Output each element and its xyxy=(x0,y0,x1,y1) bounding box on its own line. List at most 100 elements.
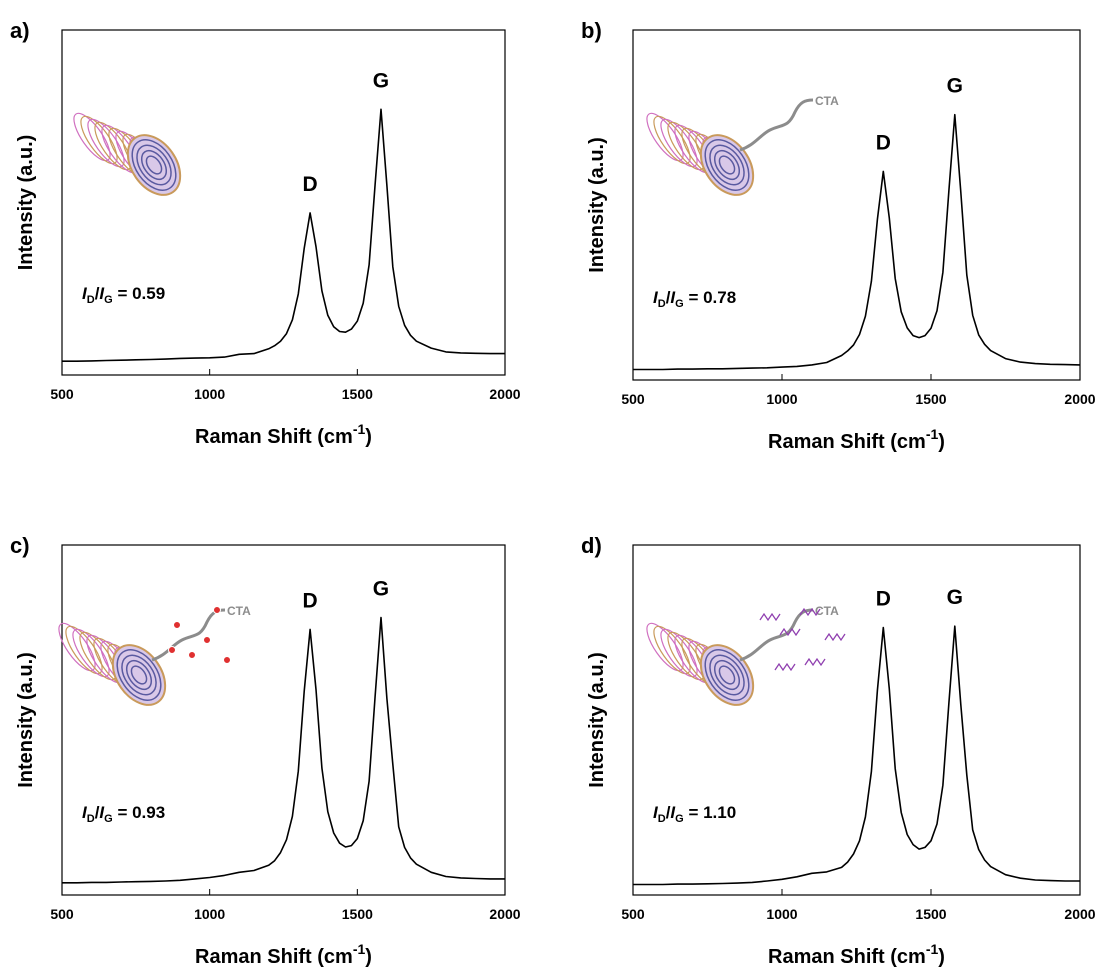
ratio-part: I xyxy=(670,288,676,307)
ratio-part: / xyxy=(95,803,100,822)
bead xyxy=(223,656,231,664)
spectrum-line xyxy=(62,616,505,884)
ratio-label: ID/IG = 0.59 xyxy=(82,284,165,306)
side-chain xyxy=(774,662,796,672)
x-axis-label: Raman Shift (cm-1) xyxy=(195,941,372,968)
tube-inner xyxy=(130,665,148,685)
plot-frame xyxy=(61,544,506,896)
bead xyxy=(203,636,211,644)
tube-inner xyxy=(709,654,745,696)
tube-inner xyxy=(116,649,162,701)
inset-label: CTA xyxy=(815,94,839,108)
x-tick-label: 500 xyxy=(621,906,645,922)
panel: d)Intensity (a.u.)Raman Shift (cm-1)ID/I… xyxy=(581,533,1096,968)
x-tick-label: 1000 xyxy=(194,906,225,922)
bead xyxy=(168,646,176,654)
x-tick-label: 2000 xyxy=(489,906,520,922)
ratio-part: D xyxy=(658,298,666,310)
side-chain xyxy=(759,612,781,622)
inset-label: CTA xyxy=(815,604,839,618)
panel-label: b) xyxy=(581,18,602,43)
x-tick-label: 2000 xyxy=(489,386,520,402)
tube-inner xyxy=(713,659,741,691)
x-axis-label: Raman Shift (cm-1) xyxy=(195,421,372,448)
spectrum-line xyxy=(633,625,1080,886)
tube-inner xyxy=(704,139,750,191)
tube-inner xyxy=(713,149,741,181)
side-chain xyxy=(799,607,821,617)
ratio-part: G xyxy=(104,294,113,306)
x-tick-label: 1000 xyxy=(766,391,797,407)
tube-inner xyxy=(121,654,157,696)
ratio-part: I xyxy=(670,803,676,822)
x-axis-label-part: ) xyxy=(365,426,372,448)
x-tick-label: 2000 xyxy=(1064,391,1095,407)
spectrum-line xyxy=(633,113,1081,371)
plot-frame xyxy=(61,29,506,376)
panel-label: d) xyxy=(581,533,602,558)
tube-inner xyxy=(718,155,736,175)
peak-label: G xyxy=(373,577,389,600)
x-axis-label-part: ) xyxy=(365,946,372,968)
peak-label: G xyxy=(947,75,963,98)
x-axis-label-part: -1 xyxy=(926,426,939,442)
ratio-part: = 0.78 xyxy=(684,288,736,307)
polymer-chain xyxy=(151,608,226,662)
spectrum-line xyxy=(62,108,505,362)
ratio-part: I xyxy=(82,803,88,822)
x-axis-label-part: Raman Shift (cm xyxy=(195,946,353,968)
y-axis-label: Intensity (a.u.) xyxy=(15,135,37,271)
ratio-part: / xyxy=(666,803,671,822)
tube-inner xyxy=(704,649,750,701)
panel-label: a) xyxy=(10,18,30,43)
panel: b)Intensity (a.u.)Raman Shift (cm-1)ID/I… xyxy=(581,18,1096,453)
bead xyxy=(173,621,181,629)
ratio-part: G xyxy=(675,298,684,310)
ratio-part: I xyxy=(653,288,659,307)
x-axis-label-part: ) xyxy=(938,946,945,968)
tube-inner xyxy=(140,149,168,181)
ratio-label: ID/IG = 0.78 xyxy=(653,288,736,310)
polymer-chain xyxy=(739,98,814,152)
x-tick-label: 1000 xyxy=(766,906,797,922)
x-tick-label: 1500 xyxy=(915,391,946,407)
peak-label: G xyxy=(373,69,389,92)
x-tick-label: 500 xyxy=(621,391,645,407)
bead xyxy=(188,651,196,659)
x-tick-label: 500 xyxy=(50,386,74,402)
ratio-part: = 0.59 xyxy=(113,284,165,303)
peak-label: G xyxy=(947,586,963,609)
x-tick-label: 1000 xyxy=(194,386,225,402)
ratio-part: G xyxy=(675,813,684,825)
x-tick-label: 2000 xyxy=(1064,906,1095,922)
ratio-part: / xyxy=(666,288,671,307)
x-tick-label: 1500 xyxy=(342,386,373,402)
plot-frame xyxy=(632,544,1081,896)
ratio-part: G xyxy=(104,813,113,825)
ratio-part: / xyxy=(95,284,100,303)
ratio-part: I xyxy=(99,803,105,822)
peak-label: D xyxy=(876,588,891,611)
ratio-part: = 1.10 xyxy=(684,803,736,822)
ratio-part: D xyxy=(87,294,95,306)
tube-inner xyxy=(125,659,153,691)
ratio-part: I xyxy=(99,284,105,303)
tube-inner xyxy=(136,144,172,186)
side-chain xyxy=(804,657,826,667)
panel-label: c) xyxy=(10,533,30,558)
peak-label: D xyxy=(302,589,317,612)
peak-label: D xyxy=(302,173,317,196)
ratio-part: I xyxy=(653,803,659,822)
x-axis-label: Raman Shift (cm-1) xyxy=(768,426,945,453)
side-chain xyxy=(779,627,801,637)
x-axis-label-part: -1 xyxy=(926,941,939,957)
x-axis-label-part: ) xyxy=(938,431,945,453)
x-tick-label: 1500 xyxy=(915,906,946,922)
x-tick-label: 1500 xyxy=(342,906,373,922)
x-axis-label-part: Raman Shift (cm xyxy=(768,431,926,453)
tube-end xyxy=(126,134,182,196)
ratio-label: ID/IG = 1.10 xyxy=(653,803,736,825)
x-axis-label-part: -1 xyxy=(353,941,366,957)
ratio-label: ID/IG = 0.93 xyxy=(82,803,165,825)
